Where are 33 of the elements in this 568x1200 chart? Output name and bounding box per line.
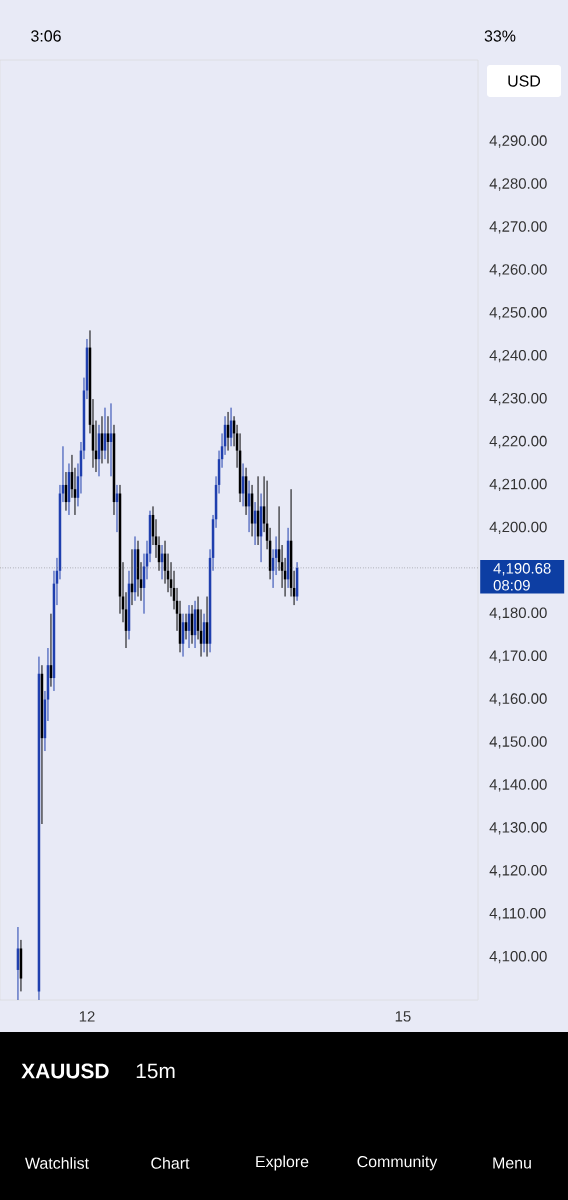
text: 15m	[136, 1063, 175, 1079]
y-tick-label: 4,180.00	[489, 607, 547, 620]
y-tick-label: 4,240.00	[489, 349, 547, 363]
y-tick-label: 4,110.00	[489, 907, 546, 921]
text: 33%	[484, 30, 516, 42]
y-tick-label: 4,230.00	[489, 392, 547, 406]
x-tick-label: 12	[79, 1011, 95, 1022]
y-axis-title: USD	[508, 75, 541, 87]
y-tick-label: 4,150.00	[489, 736, 547, 749]
text: Chart	[151, 1157, 190, 1169]
y-tick-label: 4,270.00	[489, 221, 547, 234]
x-tick-label: 15	[395, 1011, 411, 1022]
text: 3:06	[31, 30, 61, 42]
text: Explore	[256, 1155, 309, 1171]
text: Watchlist	[25, 1157, 89, 1169]
y-tick-label: 4,210.00	[489, 478, 547, 492]
y-tick-label: 4,280.00	[489, 178, 547, 191]
y-tick-label: 4,140.00	[489, 779, 547, 792]
y-tick-label: 4,160.00	[489, 693, 547, 706]
y-tick-label: 4,100.00	[489, 950, 547, 964]
y-tick-label: 4,290.00	[489, 135, 547, 148]
text: Menu	[493, 1157, 531, 1169]
y-tick-label: 4,130.00	[489, 822, 547, 835]
text: XAUUSD	[21, 1063, 109, 1079]
ref-line-label: 4,190.68	[493, 563, 551, 576]
y-tick-label: 4,170.00	[489, 650, 547, 663]
y-tick-label: 4,260.00	[489, 264, 547, 277]
y-tick-label: 4,220.00	[489, 435, 547, 449]
text: Community	[357, 1155, 438, 1171]
y-tick-label: 4,250.00	[489, 307, 547, 320]
text: 08:09	[493, 580, 530, 591]
y-tick-label: 4,200.00	[489, 521, 547, 535]
y-tick-label: 4,120.00	[489, 865, 547, 878]
